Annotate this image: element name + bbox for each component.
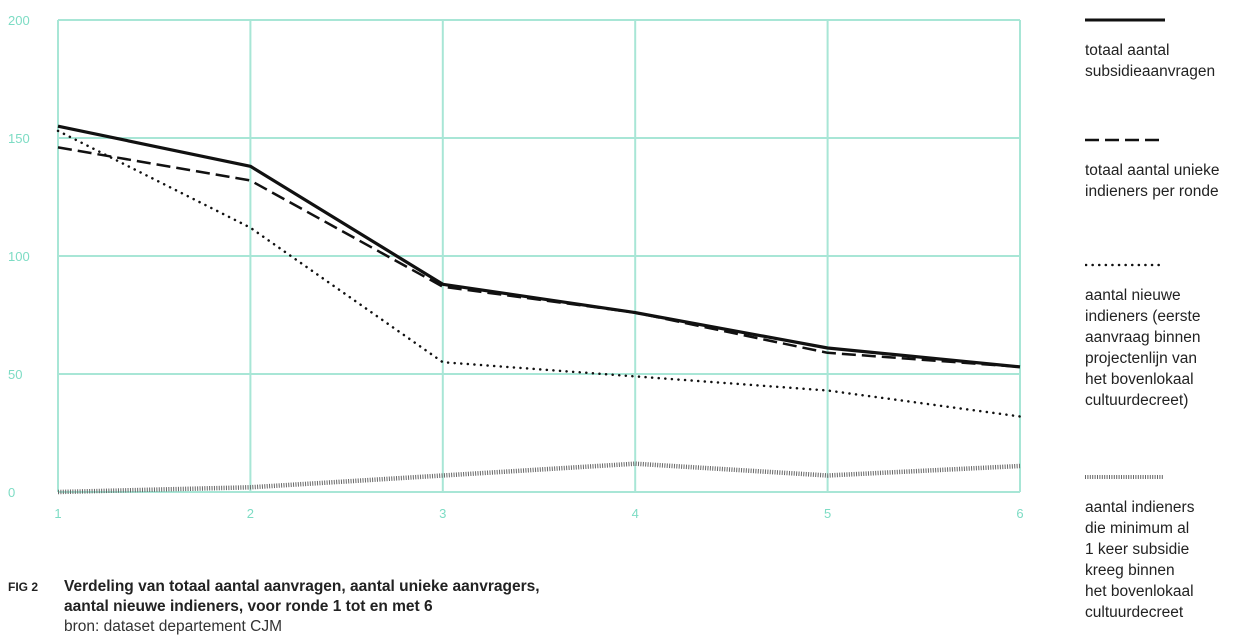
- figure-source: bron: dataset departement CJM: [64, 618, 282, 635]
- legend-swatch-dashed: [1085, 138, 1165, 142]
- legend-swatch-dotted: [1085, 263, 1167, 267]
- series-line-dotted: [56, 129, 1022, 418]
- line-chart: 0 50 100 150 200 1 2 3 4 5 6: [8, 13, 1024, 521]
- legend-label: aantal nieuwe indieners (eerste aanvraag…: [1085, 287, 1201, 409]
- legend-swatch-hatched: [1085, 475, 1163, 479]
- x-tick-label: 1: [54, 506, 61, 521]
- x-tick-label: 6: [1016, 506, 1023, 521]
- series-line-solid: [57, 124, 1021, 369]
- y-tick-label: 0: [8, 485, 15, 500]
- legend-label: totaal aantal subsidieaanvragen: [1085, 42, 1216, 80]
- legend-item-previous-recipients: aantal indieners die minimum al 1 keer s…: [1085, 473, 1247, 623]
- legend-item-unique-submitters: totaal aantal unieke indieners per ronde: [1085, 136, 1247, 202]
- y-tick-label: 150: [8, 131, 30, 146]
- y-tick-label: 50: [8, 367, 22, 382]
- figure-title: Verdeling van totaal aantal aanvragen, a…: [64, 578, 540, 615]
- y-tick-label: 200: [8, 13, 30, 28]
- x-tick-label: 5: [824, 506, 831, 521]
- series-line-dashed: [57, 146, 1021, 369]
- figure-number: FIG 2: [8, 580, 39, 594]
- legend-label: totaal aantal unieke indieners per ronde: [1085, 162, 1220, 200]
- y-tick-label: 100: [8, 249, 30, 264]
- legend-label: aantal indieners die minimum al 1 keer s…: [1085, 499, 1195, 621]
- x-tick-label: 4: [632, 506, 639, 521]
- legend-item-total-requests: totaal aantal subsidieaanvragen: [1085, 16, 1247, 82]
- legend-item-new-submitters: aantal nieuwe indieners (eerste aanvraag…: [1085, 261, 1247, 411]
- x-tick-label: 3: [439, 506, 446, 521]
- series-line-hatched: [57, 461, 1021, 495]
- x-tick-label: 2: [247, 506, 254, 521]
- legend-swatch-solid: [1085, 18, 1165, 22]
